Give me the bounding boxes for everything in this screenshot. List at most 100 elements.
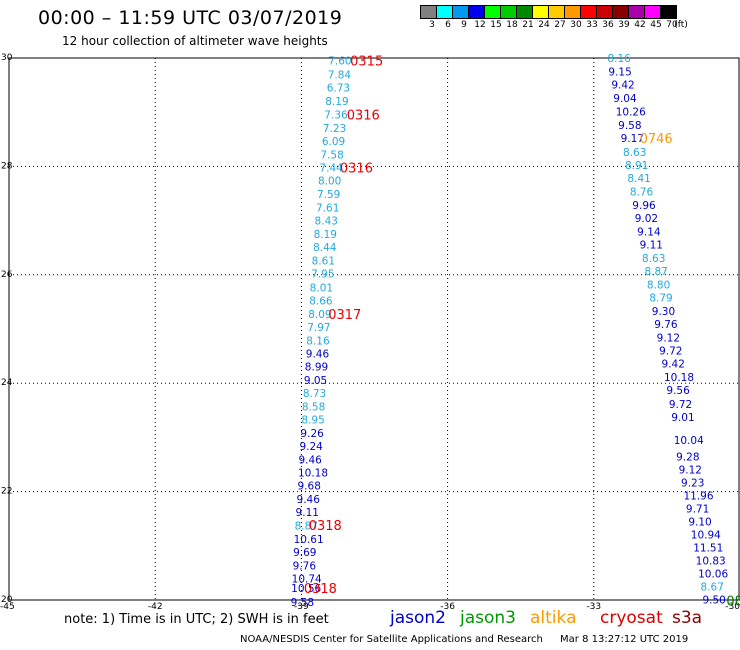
wave-height-value: 9.17 xyxy=(621,133,644,145)
y-tick-label: 30 xyxy=(1,53,13,63)
wave-height-value: 9.14 xyxy=(637,226,661,238)
wave-height-value: 8.73 xyxy=(303,388,326,400)
wave-height-value: 9.96 xyxy=(632,200,656,212)
y-tick-label: 22 xyxy=(1,487,12,497)
pass-time-label: 0317 xyxy=(328,308,361,323)
wave-height-value: 7.60 xyxy=(328,56,351,68)
legend-label: 27 xyxy=(554,20,566,30)
satellite-jason3: jason3 xyxy=(460,608,516,628)
wave-height-value: 7.44 xyxy=(319,162,343,174)
pass-time-label: 0746 xyxy=(640,132,673,147)
wave-height-value: 8.79 xyxy=(649,293,672,305)
wave-height-value: 10.74 xyxy=(292,573,322,585)
legend-label: 15 xyxy=(490,20,502,30)
wave-height-value: 8.01 xyxy=(310,282,333,294)
wave-height-value: 9.50 xyxy=(702,594,725,606)
legend-label: 6 xyxy=(445,20,451,30)
wave-height-value: 10.06 xyxy=(698,568,728,580)
wave-height-value: 8.16 xyxy=(306,335,330,347)
legend-label: 33 xyxy=(586,20,598,30)
y-tick-label: 20 xyxy=(1,595,13,605)
wave-height-value: 9.02 xyxy=(635,213,658,225)
legend-swatches xyxy=(420,5,677,19)
wave-height-value: 8.43 xyxy=(315,216,338,228)
wave-height-value: 9.42 xyxy=(611,80,634,92)
legend-swatch xyxy=(660,5,677,19)
wave-height-value: 9.12 xyxy=(679,464,702,476)
wave-height-value: 10.04 xyxy=(674,435,704,447)
wave-height-value: 8.87 xyxy=(295,521,318,533)
x-tick-label: -36 xyxy=(440,602,455,612)
y-tick-label: 24 xyxy=(1,378,13,388)
wave-height-value: 8.09 xyxy=(308,309,331,321)
y-tick-label: 28 xyxy=(1,161,13,171)
wave-height-value: 7.59 xyxy=(317,189,340,201)
x-tick-label: -39 xyxy=(294,602,309,612)
satellite-jason2: jason2 xyxy=(390,608,446,628)
wave-height-value: 8.63 xyxy=(642,253,665,265)
wave-height-value: 8.44 xyxy=(313,242,337,254)
wave-height-value: 10.83 xyxy=(696,555,726,567)
wave-height-value: 7.58 xyxy=(320,149,343,161)
legend-label: 36 xyxy=(602,20,614,30)
pass-time-label: 0318 xyxy=(309,519,342,534)
plot-frame xyxy=(8,57,740,601)
wave-height-value: 9.46 xyxy=(306,348,330,360)
wave-height-value: 8.00 xyxy=(318,175,341,187)
wave-height-value: 10.94 xyxy=(691,529,721,541)
wave-height-value: 9.01 xyxy=(671,412,694,424)
legend-unit: (ft) xyxy=(674,20,688,30)
wave-height-value: 9.58 xyxy=(618,120,641,132)
wave-height-value: 10.56 xyxy=(291,583,321,595)
wave-height-value: 9.15 xyxy=(608,67,631,79)
wave-height-value: 9.04 xyxy=(613,93,637,105)
footer-center: NOAA/NESDIS Center for Satellite Applica… xyxy=(240,634,543,645)
wave-height-value: 9.11 xyxy=(640,239,663,251)
wave-height-value: 9.12 xyxy=(657,333,680,345)
wave-height-value: 6.73 xyxy=(327,82,350,94)
pass-time-label: 0853 xyxy=(726,595,740,610)
footer: NOAA/NESDIS Center for Satellite Applica… xyxy=(240,634,688,645)
wave-height-value: 7.84 xyxy=(328,69,352,81)
wave-height-value: 10.26 xyxy=(616,107,646,119)
wave-height-value: 10.18 xyxy=(298,468,328,480)
pass-time-label: 0316 xyxy=(347,108,380,123)
wave-height-value: 8.58 xyxy=(302,402,325,414)
wave-height-value: 9.69 xyxy=(293,547,316,559)
wave-height-value: 9.28 xyxy=(676,451,699,463)
wave-height-value: 11.96 xyxy=(683,490,713,502)
legend-label: 42 xyxy=(634,20,646,30)
legend-label: 39 xyxy=(618,20,630,30)
pass-time-label: 0318 xyxy=(304,582,337,597)
wave-height-value: 7.23 xyxy=(323,123,346,135)
wave-height-value: 8.87 xyxy=(644,266,667,278)
wave-height-value: 9.58 xyxy=(291,597,314,609)
legend-label: 21 xyxy=(522,20,534,30)
note-text: note: 1) Time is in UTC; 2) SWH is in fe… xyxy=(64,612,329,627)
legend-label: 3 xyxy=(429,20,435,30)
wave-height-value: 9.05 xyxy=(304,375,327,387)
wave-height-value: 7.97 xyxy=(307,322,330,334)
wave-height-value: 9.30 xyxy=(652,306,675,318)
wave-height-value: 8.91 xyxy=(625,160,648,172)
y-tick-label: 26 xyxy=(1,270,13,280)
wave-height-value: 8.99 xyxy=(305,361,328,373)
legend-label: 9 xyxy=(461,20,467,30)
wave-height-value: 8.19 xyxy=(314,229,337,241)
wave-height-value: 10.18 xyxy=(664,372,694,384)
wave-height-value: 8.63 xyxy=(623,147,646,159)
pass-time-label: 0316 xyxy=(340,161,373,176)
wave-height-value: 9.46 xyxy=(298,455,322,467)
x-tick-label: -42 xyxy=(148,602,163,612)
wave-height-value: 9.72 xyxy=(669,399,692,411)
x-tick-label: -45 xyxy=(0,602,15,612)
wave-height-value: 9.71 xyxy=(686,503,709,515)
satellite-s3a: s3a xyxy=(672,608,703,628)
wave-height-value: 9.56 xyxy=(666,385,690,397)
legend-label: 70 xyxy=(666,20,678,30)
wave-height-value: 8.95 xyxy=(301,415,324,427)
wave-height-value: 10.61 xyxy=(294,534,324,546)
wave-height-value: 8.76 xyxy=(630,186,654,198)
wave-height-value: 8.61 xyxy=(312,256,335,268)
wave-height-value: 9.23 xyxy=(681,477,704,489)
